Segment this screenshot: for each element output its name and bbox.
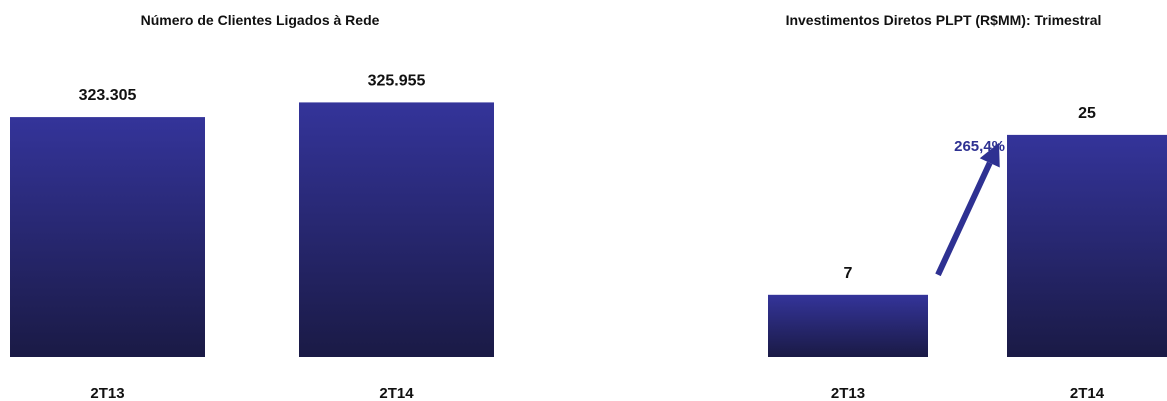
clients-chart-plot: 323.305 2T13 325.955 2T14 (10, 72, 494, 401)
investments-value-label-2t14: 25 (1078, 105, 1096, 122)
clients-tick-label-2t14: 2T14 (379, 385, 414, 401)
investments-tick-label-2t14: 2T14 (1070, 385, 1105, 401)
growth-arrow-shaft (935, 161, 993, 277)
clients-tick-label-2t13: 2T13 (90, 385, 124, 401)
investments-chart-title: Investimentos Diretos PLPT (R$MM): Trime… (785, 12, 1102, 28)
growth-arrow-head (979, 142, 1000, 168)
clients-value-label-2t13: 323.305 (79, 87, 137, 104)
clients-bar-2t13 (10, 117, 205, 357)
clients-value-label-2t14: 325.955 (368, 72, 426, 89)
clients-bar-2t14 (299, 102, 494, 357)
investments-chart: Investimentos Diretos PLPT (R$MM): Trime… (720, 0, 1167, 401)
investments-tick-label-2t13: 2T13 (831, 385, 865, 401)
clients-chart-title: Número de Clientes Ligados à Rede (140, 12, 380, 28)
investments-bar-2t14 (1007, 134, 1167, 357)
investments-value-label-2t13: 7 (844, 265, 853, 282)
clients-chart: Número de Clientes Ligados à Rede 323.30… (0, 0, 520, 401)
investments-chart-plot: 7 2T13 25 2T14 265,4% (768, 105, 1167, 401)
growth-annotation-label: 265,4% (954, 138, 1005, 155)
investments-bar-2t13 (768, 294, 928, 357)
